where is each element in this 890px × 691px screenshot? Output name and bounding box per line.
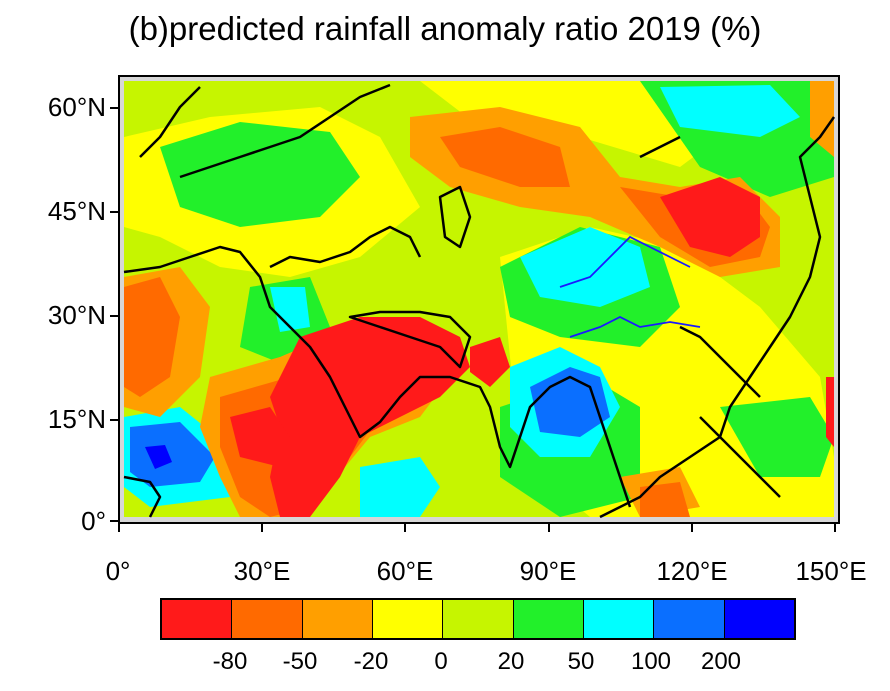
lon-tick (261, 522, 263, 532)
lon-label-90e: 90°E (519, 556, 577, 586)
lon-tick (691, 522, 693, 532)
legend-swatch-dark-orange (232, 600, 303, 638)
rivers (559, 235, 701, 338)
field-red-mongolia (660, 177, 760, 257)
field-red-arabia (270, 317, 470, 517)
lat-label-0: 0° (81, 506, 106, 536)
field-green-pacific (720, 397, 834, 477)
legend-label: 0 (434, 648, 448, 675)
field-green-west (160, 122, 360, 227)
lat-tick (110, 107, 120, 109)
field-red-redsea (230, 407, 290, 467)
legend-swatch-red (162, 600, 233, 638)
legend-label: 100 (630, 648, 672, 675)
legend-swatch-green (513, 600, 584, 638)
coastlines (123, 83, 836, 519)
legend-swatch-cyan (583, 600, 655, 638)
lon-label-120e: 120°E (656, 556, 728, 586)
legend-label: 50 (567, 648, 595, 675)
field-darkorange-westafrica (124, 277, 180, 397)
legend-label: -20 (353, 648, 389, 675)
field-red-pacific-edge (826, 377, 834, 447)
chart-title: (b)predicted rainfall anomaly ratio 2019… (128, 10, 762, 47)
lat-label-45n: 45°N (47, 196, 106, 226)
legend-swatch-yellow (372, 600, 444, 638)
lon-tick (404, 522, 406, 532)
field-cyan-north (660, 85, 800, 137)
lat-tick (110, 520, 120, 522)
lat-tick (110, 315, 120, 317)
legend-swatch-blue (654, 600, 725, 638)
lon-tick (548, 522, 550, 532)
lon-label-30e: 30°E (233, 556, 291, 586)
legend-swatch-orange (302, 600, 373, 638)
lon-tick (834, 522, 836, 532)
lat-label-15n: 15°N (47, 404, 106, 434)
field-cyan-tibet (520, 227, 650, 307)
lat-label-30n: 30°N (47, 300, 106, 330)
color-legend (160, 598, 796, 640)
legend-label: 20 (497, 648, 525, 675)
field-cyan-ocean (360, 457, 440, 517)
field-darkorange-indonesia (640, 482, 690, 517)
lon-tick (118, 522, 120, 532)
lon-label-150e: 150°E (795, 556, 867, 586)
legend-swatch-yellow-green (443, 600, 514, 638)
field-blue-indochina (530, 367, 610, 437)
legend-label: 200 (700, 648, 742, 675)
field-blue-africa (130, 422, 215, 487)
field-deepblue-africa (145, 445, 172, 469)
lat-label-60n: 60°N (47, 92, 106, 122)
rainfall-anomaly-map (118, 75, 840, 524)
field-red-india (470, 337, 510, 387)
lat-tick (110, 419, 120, 421)
lat-tick (110, 211, 120, 213)
lon-label-0: 0° (105, 556, 131, 586)
legend-label: -50 (282, 648, 318, 675)
field-yellow-north (420, 81, 720, 167)
field-darkorange-centralasia (440, 127, 570, 187)
field-cyan-mideast (270, 287, 310, 332)
lon-label-60e: 60°E (376, 556, 434, 586)
legend-swatch-deep-blue (724, 600, 794, 638)
legend-label: -80 (212, 648, 248, 675)
field-orange-ne-corner (810, 81, 834, 157)
